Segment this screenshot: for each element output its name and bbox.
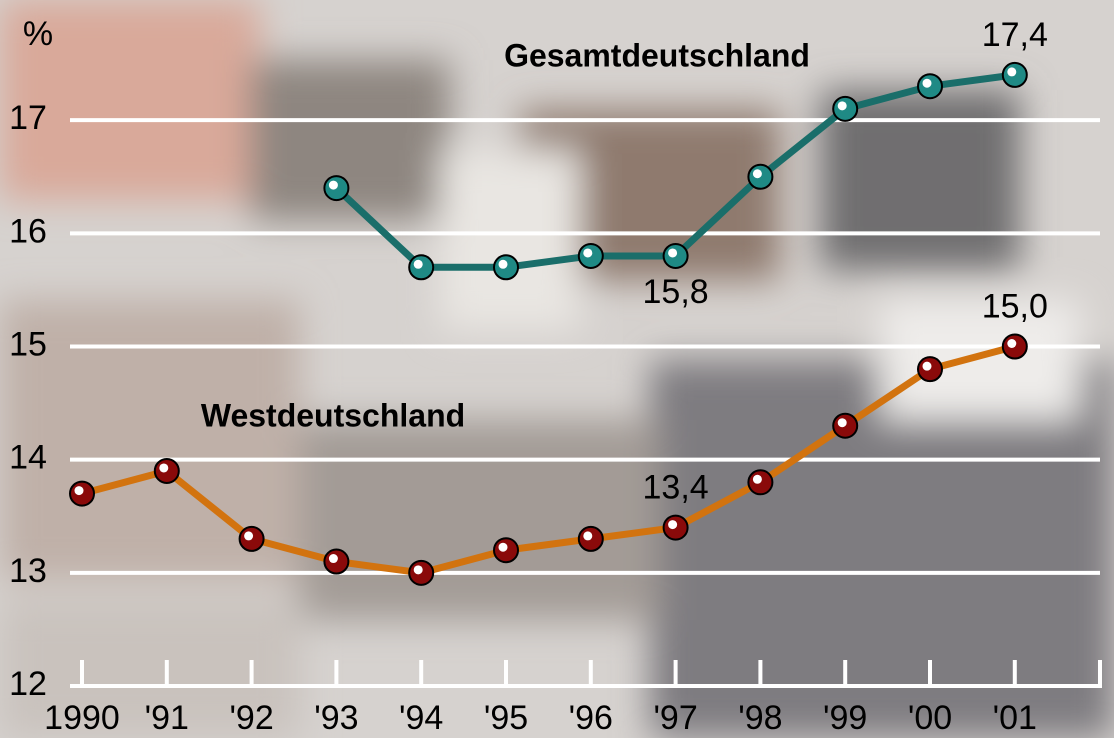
x-tick-label: '98 xyxy=(738,699,782,737)
x-tick-label: 1990 xyxy=(44,699,120,737)
data-label: 17,4 xyxy=(982,16,1048,54)
marker-highlight xyxy=(414,260,423,269)
y-tick-label: 14 xyxy=(9,439,47,477)
marker xyxy=(918,357,942,381)
x-tick-label: '95 xyxy=(484,699,528,737)
marker-highlight xyxy=(668,520,677,529)
marker-highlight xyxy=(753,475,762,484)
marker xyxy=(918,74,942,98)
data-label: 15,0 xyxy=(982,287,1048,325)
marker xyxy=(748,165,772,189)
y-tick-label: 17 xyxy=(9,99,47,137)
marker-highlight xyxy=(499,260,508,269)
marker xyxy=(324,176,348,200)
marker xyxy=(1003,335,1027,359)
marker xyxy=(155,459,179,483)
marker-highlight xyxy=(753,169,762,178)
y-tick-label: 12 xyxy=(9,665,47,703)
marker-highlight xyxy=(499,543,508,552)
x-tick-label: '96 xyxy=(569,699,613,737)
data-label: 15,8 xyxy=(643,273,709,311)
marker-highlight xyxy=(838,101,847,110)
marker xyxy=(748,470,772,494)
marker-highlight xyxy=(414,565,423,574)
marker-highlight xyxy=(838,418,847,427)
series-name: Gesamtdeutschland xyxy=(504,37,810,73)
marker xyxy=(1003,63,1027,87)
x-tick-label: '01 xyxy=(993,699,1037,737)
marker-highlight xyxy=(329,554,338,563)
x-tick-label: '00 xyxy=(908,699,952,737)
x-tick-label: '91 xyxy=(145,699,189,737)
marker-highlight xyxy=(923,79,932,88)
data-label: 13,4 xyxy=(643,469,709,507)
x-tick-label: '94 xyxy=(399,699,443,737)
marker-highlight xyxy=(244,531,253,540)
background-photo xyxy=(0,0,1114,738)
marker-highlight xyxy=(583,531,592,540)
x-tick-label: '93 xyxy=(314,699,358,737)
marker xyxy=(664,516,688,540)
marker xyxy=(664,244,688,268)
y-tick-label: 13 xyxy=(9,552,47,590)
marker xyxy=(409,255,433,279)
x-tick-label: '99 xyxy=(823,699,867,737)
marker-highlight xyxy=(583,248,592,257)
y-tick-label: 15 xyxy=(9,325,47,363)
marker-highlight xyxy=(1007,67,1016,76)
series-name: Westdeutschland xyxy=(201,397,465,433)
marker xyxy=(240,527,264,551)
marker-highlight xyxy=(75,486,84,495)
x-tick-label: '92 xyxy=(229,699,273,737)
marker-highlight xyxy=(923,362,932,371)
y-tick-label: 16 xyxy=(9,212,47,250)
marker xyxy=(494,538,518,562)
marker xyxy=(324,550,348,574)
x-tick-label: '97 xyxy=(653,699,697,737)
marker-highlight xyxy=(159,463,168,472)
marker-highlight xyxy=(1007,339,1016,348)
marker xyxy=(579,527,603,551)
page: % 12 13 14 15 16 17 1990 '91 '92 '93 '94 '95 '96 '97 '9… xyxy=(0,0,1114,738)
marker xyxy=(70,482,94,506)
marker-highlight xyxy=(668,248,677,257)
marker xyxy=(409,561,433,585)
marker-highlight xyxy=(329,181,338,190)
marker xyxy=(833,97,857,121)
y-unit-label: % xyxy=(23,15,53,53)
marker xyxy=(494,255,518,279)
chart: % 12 13 14 15 16 17 1990 '91 '92 '93 '94 '95 '96 '97 '9… xyxy=(0,0,1114,738)
marker xyxy=(579,244,603,268)
marker xyxy=(833,414,857,438)
